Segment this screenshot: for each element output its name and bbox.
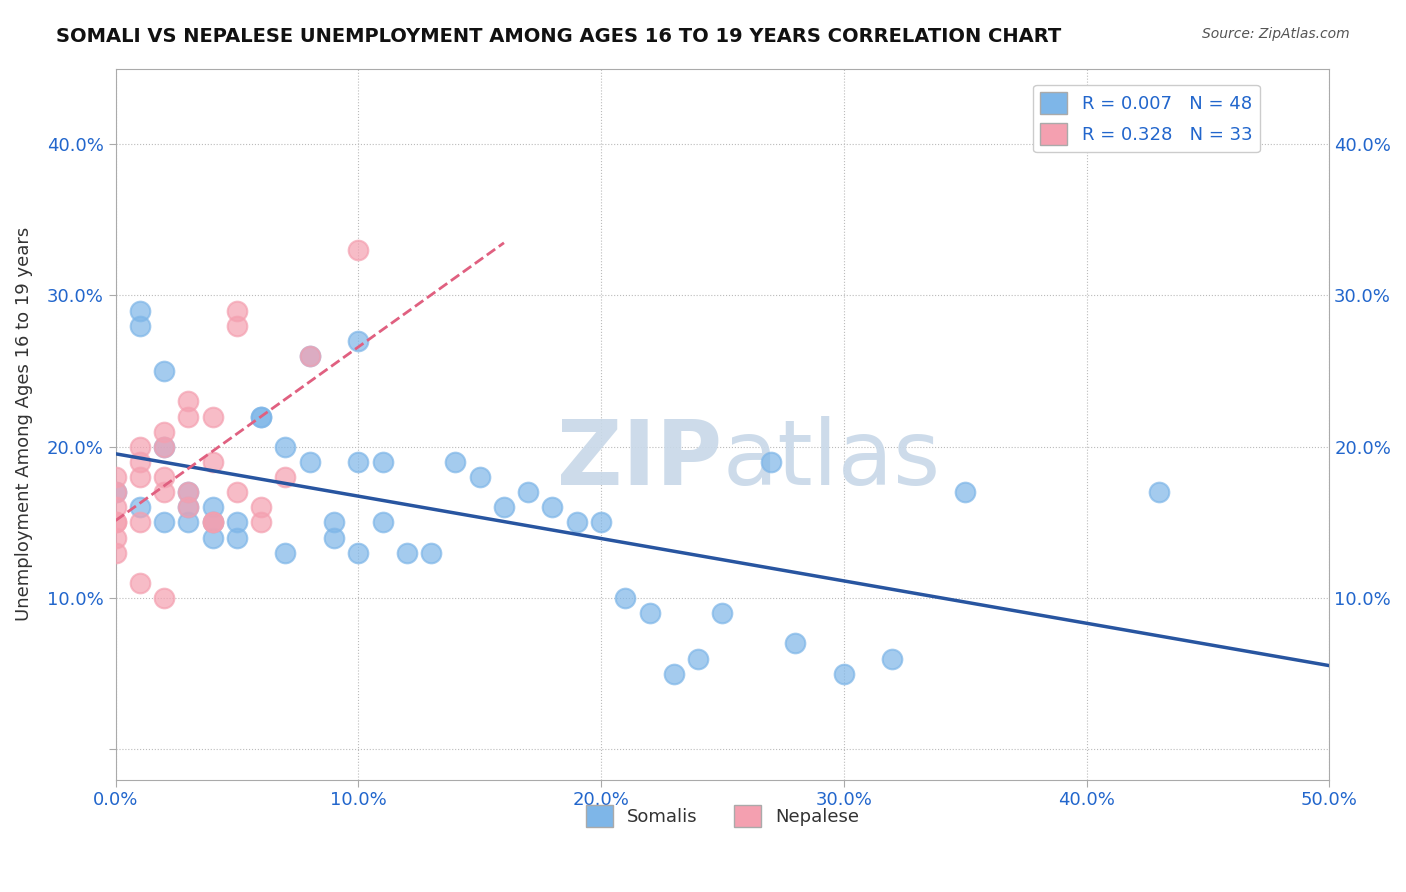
Point bbox=[177, 485, 200, 500]
Point bbox=[177, 516, 200, 530]
Point bbox=[226, 531, 249, 545]
Point bbox=[153, 364, 176, 378]
Point bbox=[274, 440, 297, 454]
Point bbox=[953, 485, 976, 500]
Point bbox=[128, 303, 150, 318]
Point bbox=[153, 470, 176, 484]
Point bbox=[250, 409, 273, 424]
Point bbox=[785, 636, 807, 650]
Point bbox=[128, 318, 150, 333]
Point bbox=[347, 334, 370, 348]
Point bbox=[298, 349, 321, 363]
Point bbox=[104, 516, 127, 530]
Point bbox=[347, 546, 370, 560]
Point bbox=[395, 546, 418, 560]
Point bbox=[104, 470, 127, 484]
Point bbox=[323, 531, 346, 545]
Point bbox=[638, 606, 661, 620]
Point bbox=[517, 485, 540, 500]
Point bbox=[153, 440, 176, 454]
Point bbox=[128, 576, 150, 591]
Point bbox=[177, 485, 200, 500]
Point bbox=[104, 485, 127, 500]
Point bbox=[274, 546, 297, 560]
Point bbox=[104, 485, 127, 500]
Point bbox=[153, 591, 176, 605]
Point bbox=[201, 455, 224, 469]
Point bbox=[420, 546, 443, 560]
Point bbox=[226, 516, 249, 530]
Point bbox=[153, 516, 176, 530]
Point bbox=[614, 591, 637, 605]
Point bbox=[298, 349, 321, 363]
Point bbox=[759, 455, 782, 469]
Point bbox=[201, 516, 224, 530]
Text: atlas: atlas bbox=[723, 416, 941, 504]
Point bbox=[104, 516, 127, 530]
Point bbox=[128, 455, 150, 469]
Point bbox=[177, 500, 200, 515]
Point bbox=[177, 500, 200, 515]
Legend: Somalis, Nepalese: Somalis, Nepalese bbox=[578, 798, 866, 835]
Point bbox=[323, 516, 346, 530]
Point bbox=[347, 243, 370, 257]
Point bbox=[662, 666, 685, 681]
Point bbox=[882, 651, 904, 665]
Point bbox=[201, 500, 224, 515]
Point bbox=[153, 485, 176, 500]
Point bbox=[104, 500, 127, 515]
Point bbox=[565, 516, 588, 530]
Point bbox=[104, 531, 127, 545]
Point bbox=[128, 440, 150, 454]
Point bbox=[177, 394, 200, 409]
Point bbox=[153, 425, 176, 439]
Point bbox=[128, 516, 150, 530]
Point bbox=[589, 516, 612, 530]
Point bbox=[201, 516, 224, 530]
Y-axis label: Unemployment Among Ages 16 to 19 years: Unemployment Among Ages 16 to 19 years bbox=[15, 227, 32, 621]
Point bbox=[226, 303, 249, 318]
Point bbox=[1149, 485, 1171, 500]
Point bbox=[347, 455, 370, 469]
Point bbox=[226, 318, 249, 333]
Point bbox=[711, 606, 734, 620]
Point bbox=[492, 500, 515, 515]
Text: ZIP: ZIP bbox=[557, 416, 723, 504]
Point bbox=[688, 651, 710, 665]
Point bbox=[444, 455, 467, 469]
Point bbox=[250, 516, 273, 530]
Point bbox=[371, 516, 394, 530]
Text: Source: ZipAtlas.com: Source: ZipAtlas.com bbox=[1202, 27, 1350, 41]
Point bbox=[201, 409, 224, 424]
Point bbox=[201, 516, 224, 530]
Point bbox=[177, 409, 200, 424]
Point bbox=[250, 409, 273, 424]
Point bbox=[274, 470, 297, 484]
Point bbox=[153, 440, 176, 454]
Point bbox=[371, 455, 394, 469]
Point bbox=[250, 500, 273, 515]
Point bbox=[128, 470, 150, 484]
Point bbox=[541, 500, 564, 515]
Point bbox=[128, 500, 150, 515]
Point bbox=[468, 470, 491, 484]
Point bbox=[832, 666, 855, 681]
Point bbox=[226, 485, 249, 500]
Point bbox=[201, 531, 224, 545]
Point bbox=[104, 546, 127, 560]
Point bbox=[298, 455, 321, 469]
Text: SOMALI VS NEPALESE UNEMPLOYMENT AMONG AGES 16 TO 19 YEARS CORRELATION CHART: SOMALI VS NEPALESE UNEMPLOYMENT AMONG AG… bbox=[56, 27, 1062, 45]
